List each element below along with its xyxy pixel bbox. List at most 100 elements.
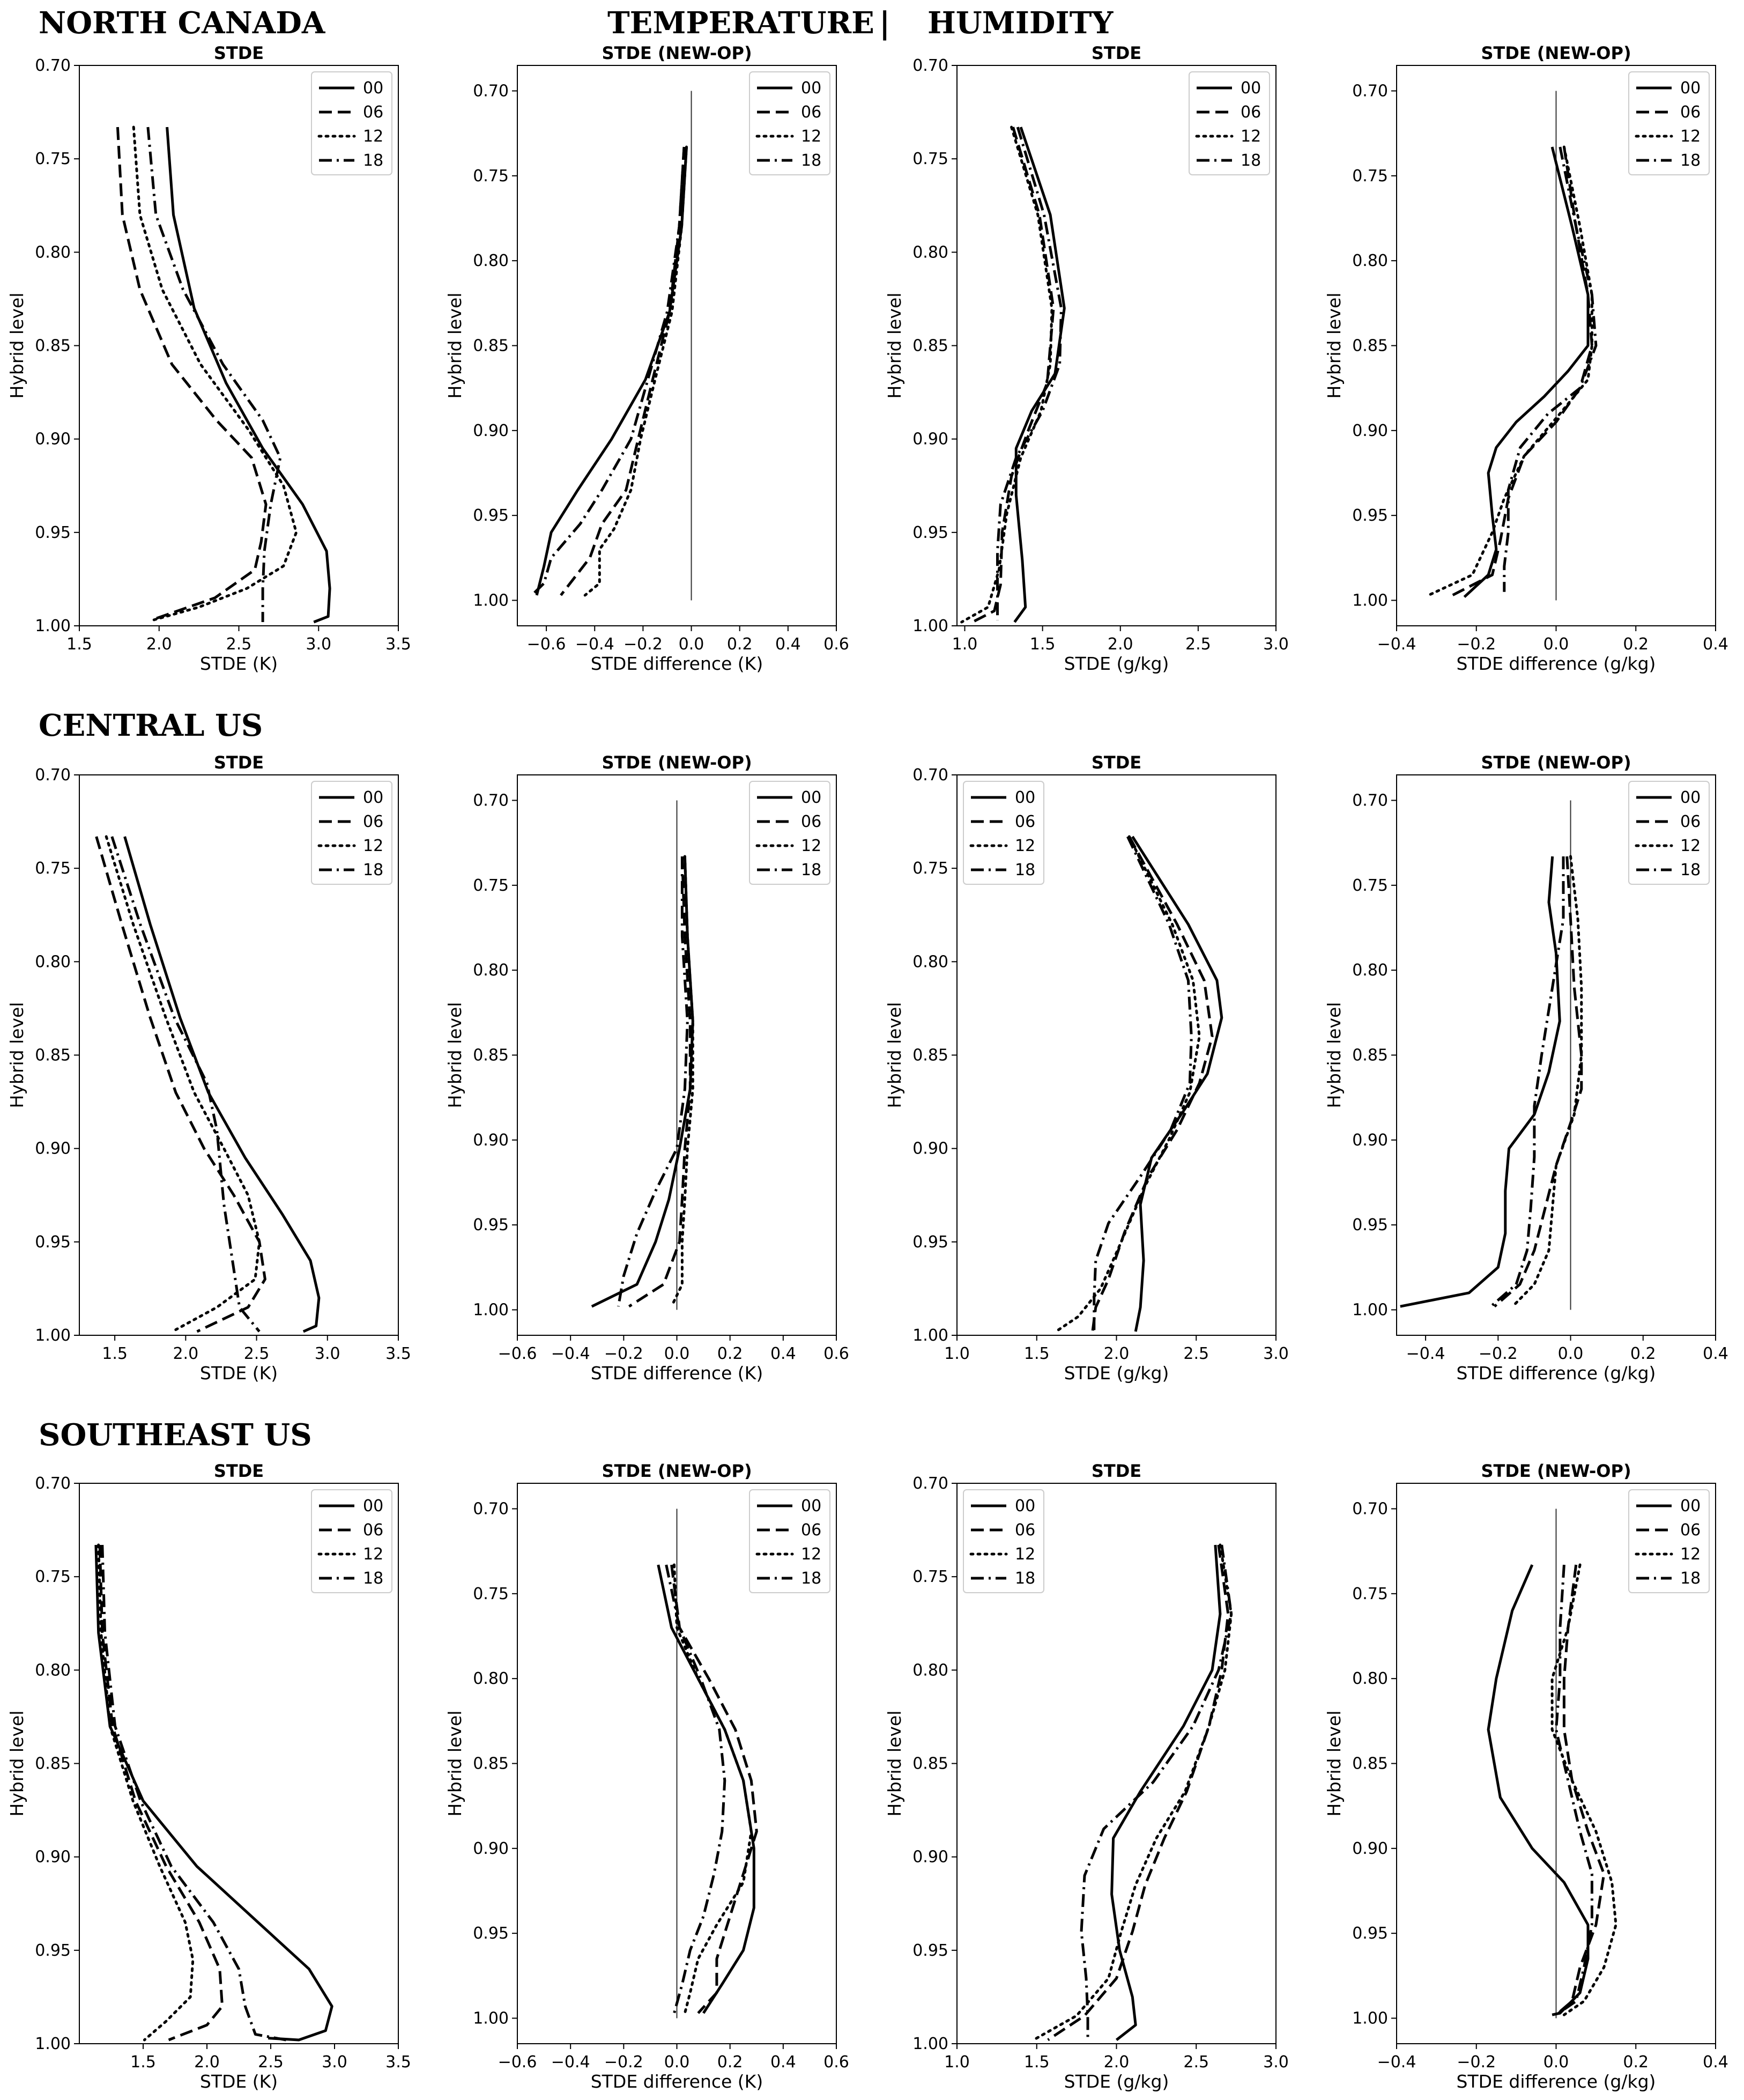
series-line-06: [1091, 835, 1214, 1332]
legend-box: [1628, 781, 1710, 885]
x-tick-label: 2.5: [244, 1344, 270, 1363]
x-axis-label: STDE difference (K): [591, 653, 763, 674]
series-line-00: [1110, 1544, 1222, 2041]
legend-label-00: 00: [1015, 788, 1035, 807]
y-tick-label: 0.75: [35, 859, 71, 878]
y-axis-label: Hybrid level: [444, 293, 465, 399]
y-tick-label: 0.95: [473, 1924, 509, 1943]
x-tick-label: −0.4: [1377, 2053, 1416, 2072]
legend-box: [963, 781, 1044, 885]
series-line-12: [1055, 835, 1201, 1333]
chart-grid: STDE 1.5 2.0 2.5 3.0 3.5 0.70 0.75 0.80 0.85 0.90 0…: [6, 43, 1728, 2092]
y-tick-label: 0.85: [35, 1755, 71, 1773]
chart-panel: STDE 1.0 1.5 2.0 2.5 3.0 0.70 0.75 0.80 0.85 0.90 0…: [884, 752, 1289, 1384]
y-tick-label: 1.00: [35, 617, 71, 635]
x-tick-label: 0.2: [717, 2053, 743, 2072]
legend-label-06: 06: [1015, 1521, 1035, 1540]
series-line-06: [98, 1544, 224, 2042]
legend-label-12: 12: [801, 127, 821, 146]
chart-panel: STDE (NEW-OP) −0.6 −0.4 −0.2 0.0 0.2 0.4 0.6 0.7…: [444, 43, 849, 674]
legend-label-00: 00: [363, 79, 383, 98]
x-tick-label: −0.2: [604, 1344, 643, 1363]
series-line-12: [960, 125, 1053, 624]
y-tick-label: 0.80: [1352, 252, 1388, 270]
legend-label-12: 12: [363, 837, 383, 855]
chart-title: STDE (NEW-OP): [1481, 1461, 1631, 1481]
x-tick-label: 0.6: [823, 2053, 849, 2072]
series-line-18: [1503, 146, 1598, 592]
legend-box: [1628, 1489, 1710, 1593]
x-tick-label: 3.5: [385, 1344, 411, 1363]
y-tick-label: 0.75: [912, 150, 948, 168]
series-line-06: [1555, 1564, 1606, 2016]
series-line-06: [628, 856, 692, 1308]
x-tick-label: 2.0: [173, 1344, 198, 1363]
y-tick-label: 0.95: [35, 523, 71, 542]
x-tick-label: 0.6: [823, 1344, 849, 1363]
series-line-12: [673, 1563, 753, 2015]
x-tick-label: −0.4: [551, 1344, 590, 1363]
header-humidity: HUMIDITY: [927, 5, 1114, 41]
x-tick-label: 1.0: [944, 1344, 970, 1363]
series-line-00: [1400, 856, 1561, 1308]
y-axis-label: Hybrid level: [1324, 293, 1345, 399]
y-tick-label: 0.90: [473, 1839, 509, 1858]
y-tick-label: 0.70: [35, 56, 71, 75]
y-tick-label: 0.75: [35, 1567, 71, 1586]
chart-panel: STDE 1.5 2.0 2.5 3.0 3.5 0.70 0.75 0.80 0.85 0.90 0…: [6, 43, 411, 674]
x-tick-label: 2.0: [146, 635, 172, 654]
x-tick-label: −0.2: [624, 635, 663, 654]
series-line-18: [1555, 1564, 1593, 2016]
series-line-00: [1487, 1564, 1590, 2016]
x-tick-label: 0.4: [1703, 1344, 1728, 1363]
legend-label-00: 00: [1680, 79, 1701, 98]
series-line-00: [535, 146, 688, 596]
y-tick-label: 0.70: [1352, 792, 1388, 810]
legend-label-00: 00: [1015, 1497, 1035, 1515]
legend-label-12: 12: [363, 1545, 383, 1564]
y-tick-label: 0.85: [35, 337, 71, 356]
series-line-00: [94, 1544, 333, 2042]
y-tick-label: 0.90: [35, 1848, 71, 1867]
legend-label-00: 00: [363, 788, 383, 807]
y-tick-label: 0.70: [473, 1500, 509, 1519]
y-tick-label: 0.90: [1352, 422, 1388, 440]
x-tick-label: 1.5: [1024, 2053, 1050, 2072]
legend-label-12: 12: [1680, 837, 1701, 855]
series-line-06: [971, 127, 1055, 624]
x-tick-label: 1.5: [102, 1344, 128, 1363]
legend-label-12: 12: [363, 127, 383, 146]
legend-label-12: 12: [1680, 127, 1701, 146]
x-tick-label: 0.2: [717, 1344, 743, 1363]
series-line-00: [1463, 146, 1590, 598]
chart-title: STDE: [1092, 1461, 1141, 1481]
legend-label-18: 18: [363, 151, 383, 170]
legend-label-06: 06: [1680, 103, 1701, 122]
legend-label-18: 18: [1241, 151, 1261, 170]
legend-label-12: 12: [1015, 837, 1035, 855]
x-tick-label: 0.2: [727, 635, 753, 654]
legend: 00 06 12 18: [1628, 781, 1710, 885]
series-line-12: [670, 855, 694, 1308]
series-line-12: [583, 145, 688, 597]
legend-label-06: 06: [363, 103, 383, 122]
legend-label-06: 06: [801, 103, 821, 122]
y-axis-label: Hybrid level: [6, 1711, 27, 1817]
chart-panel: STDE (NEW-OP) −0.6 −0.4 −0.2 0.0 0.2 0.4 0.6 0.7…: [444, 752, 849, 1384]
series-line-18: [531, 146, 686, 596]
y-tick-label: 0.95: [912, 523, 948, 542]
legend-label-18: 18: [1680, 1569, 1701, 1588]
y-tick-label: 1.00: [473, 1301, 509, 1320]
x-tick-label: −0.6: [498, 1344, 537, 1363]
legend-box: [311, 781, 392, 885]
x-tick-label: 3.5: [385, 2053, 411, 2072]
x-tick-label: 0.2: [1630, 1344, 1656, 1363]
x-axis-label: STDE (K): [200, 653, 278, 674]
legend: 00 06 12 18: [749, 781, 830, 885]
y-tick-label: 0.80: [473, 252, 509, 270]
series-line-06: [1047, 1544, 1230, 2042]
x-tick-label: 0.4: [1703, 635, 1728, 654]
x-tick-label: 0.4: [770, 1344, 796, 1363]
chart-panel: STDE 1.0 1.5 2.0 2.5 3.0 0.70 0.75 0.80 0.85 0.90 0…: [884, 43, 1289, 674]
y-tick-label: 0.70: [912, 1474, 948, 1493]
